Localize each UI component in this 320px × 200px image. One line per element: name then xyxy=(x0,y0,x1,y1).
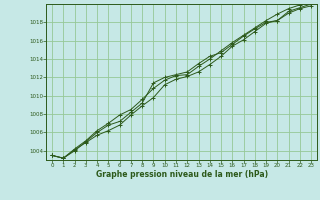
X-axis label: Graphe pression niveau de la mer (hPa): Graphe pression niveau de la mer (hPa) xyxy=(96,170,268,179)
